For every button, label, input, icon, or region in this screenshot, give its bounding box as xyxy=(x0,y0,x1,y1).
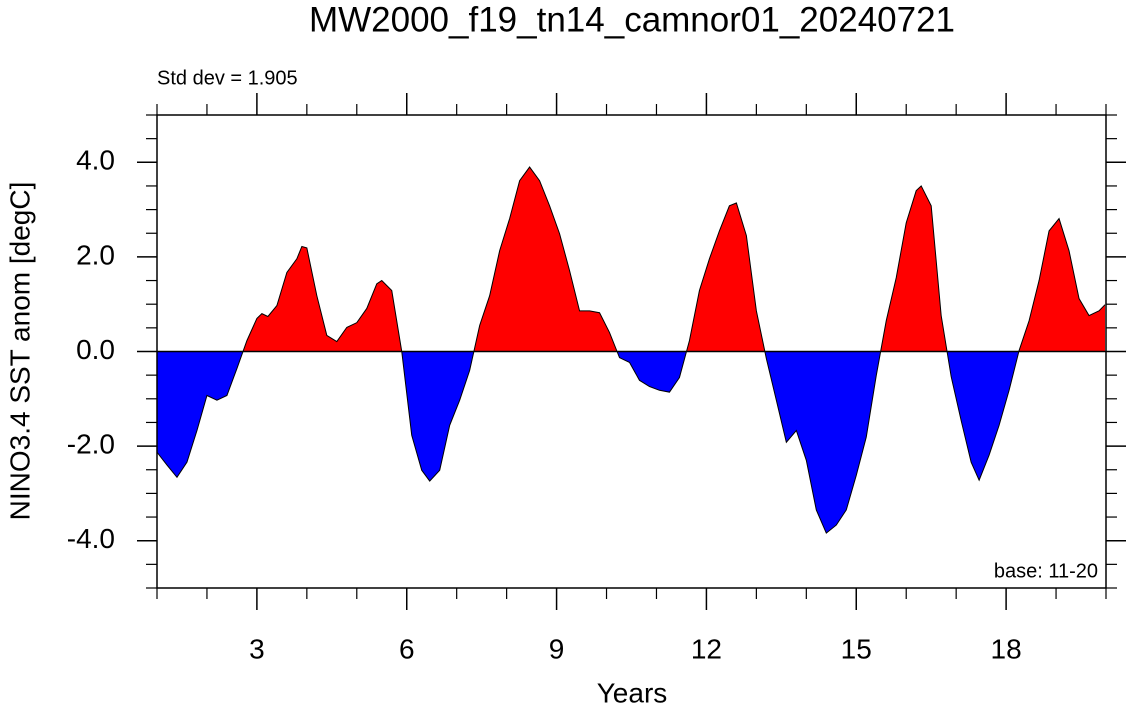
y-tick-label: 0.0 xyxy=(76,334,115,365)
x-tick-label: 6 xyxy=(399,633,415,664)
x-tick-label: 9 xyxy=(549,633,565,664)
line xyxy=(156,166,1106,534)
x-tick-label: 3 xyxy=(249,633,265,664)
y-tick-label: 2.0 xyxy=(76,239,115,270)
y-tick-label: -4.0 xyxy=(67,523,115,554)
x-tick-label: 12 xyxy=(691,633,722,664)
x-tick-label: 18 xyxy=(991,633,1022,664)
y-axis-label: NINO3.4 SST anom [degC] xyxy=(4,182,35,521)
x-tick-label: 15 xyxy=(841,633,872,664)
x-axis-label: Years xyxy=(597,677,668,708)
annotation: Std dev = 1.905 xyxy=(157,67,298,89)
annotation: base: 11-20 xyxy=(994,560,1098,582)
y-tick-label: -2.0 xyxy=(67,428,115,459)
area-negative xyxy=(157,351,1105,534)
area-positive xyxy=(157,167,1105,352)
y-tick-label: 4.0 xyxy=(76,145,115,176)
chart-title: MW2000_f19_tn14_camnor01_20240721 xyxy=(309,0,955,39)
